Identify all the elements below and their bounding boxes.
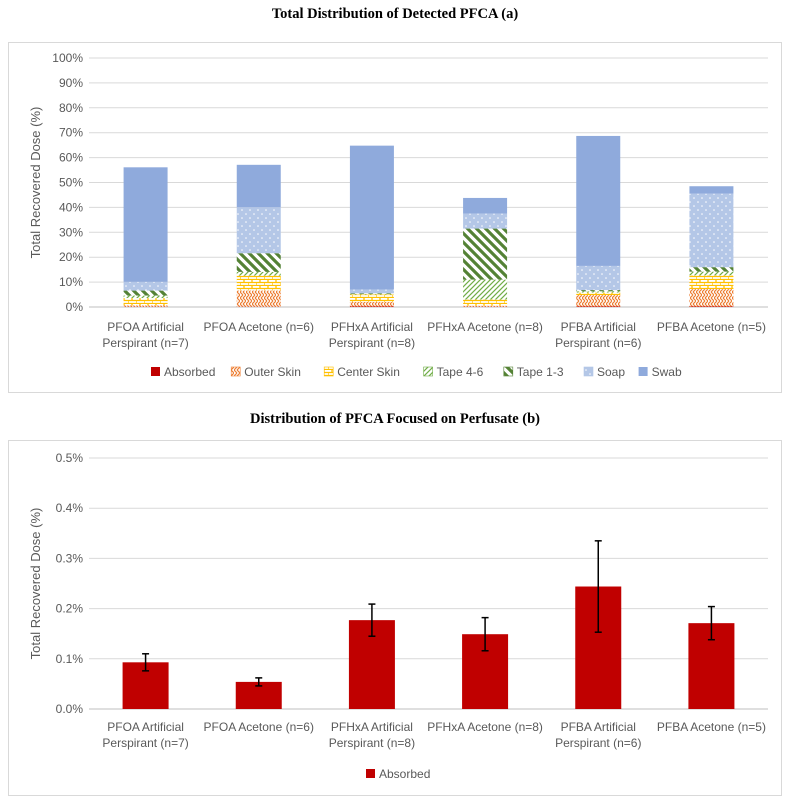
y-tick-label: 0.1% xyxy=(56,652,84,666)
legend-label: Tape 4-6 xyxy=(437,365,484,379)
x-category-label: PFHxA Artificial xyxy=(331,720,413,734)
chart-a: 0% 10% 20% 30% 40% 50% 60% 70% 80% 90% 100% Total R… xyxy=(8,42,782,393)
bar-tape-1-3 xyxy=(463,228,508,280)
y-tick-label: 80% xyxy=(59,101,83,115)
legend-swatch xyxy=(638,367,648,376)
legend-swatch xyxy=(230,366,241,377)
y-tick-label: 0% xyxy=(66,300,84,314)
legend-swatch xyxy=(323,366,334,377)
bar-soap xyxy=(123,281,168,291)
legend-label: Absorbed xyxy=(164,365,215,379)
y-tick-label: 0.0% xyxy=(56,702,84,716)
y-axis-title: Total Recovered Dose (%) xyxy=(28,508,43,660)
bar-tape-1-3 xyxy=(689,267,734,272)
bar-outer-skin xyxy=(349,302,394,307)
bar-tape-1-3 xyxy=(349,293,394,295)
y-tick-label: 90% xyxy=(59,76,83,90)
x-category-label: PFOA Artificial xyxy=(107,320,184,334)
legend-label: Outer Skin xyxy=(244,365,301,379)
legend-swatch xyxy=(423,366,433,377)
y-tick-label: 100% xyxy=(52,51,83,65)
chart-b: 0.0% 0.1% 0.2% 0.3% 0.4% 0.5% Total Recovered … xyxy=(8,440,782,796)
bar-swab xyxy=(689,186,734,194)
x-category-label: Perspirant (n=7) xyxy=(102,736,188,750)
chart-b-title: Distribution of PFCA Focused on Perfusat… xyxy=(250,411,540,427)
y-tick-label: 40% xyxy=(59,200,83,214)
x-category-label: PFHxA Acetone (n=8) xyxy=(427,320,543,334)
legend-swatch xyxy=(151,367,160,376)
y-axis-title: Total Recovered Dose (%) xyxy=(28,107,43,259)
legend-swatch xyxy=(583,366,594,377)
bar-soap xyxy=(689,193,734,268)
bar-center-skin xyxy=(123,298,168,306)
y-tick-label: 50% xyxy=(59,176,83,190)
bar-tape-1-3 xyxy=(236,253,281,272)
bar-tape-4-6 xyxy=(236,271,281,276)
y-tick-label: 60% xyxy=(59,151,83,165)
x-category-label: Perspirant (n=7) xyxy=(102,336,188,350)
bar-swab xyxy=(349,145,394,290)
bar-outer-skin xyxy=(236,290,281,307)
bar-center-skin xyxy=(349,294,394,303)
bar-outer-skin xyxy=(689,289,734,307)
bar-center-skin xyxy=(689,275,734,290)
bar-outer-skin xyxy=(123,305,168,307)
bar-center-skin xyxy=(576,292,621,296)
y-tick-label: 10% xyxy=(59,275,83,289)
chart-a-title: Total Distribution of Detected PFCA (a) xyxy=(271,6,519,22)
x-category-label: PFHxA Artificial xyxy=(331,320,413,334)
legend-label: Absorbed xyxy=(379,767,430,781)
bar-swab xyxy=(576,135,621,266)
legend-label: Tape 1-3 xyxy=(517,365,564,379)
bar-tape-4-6 xyxy=(576,291,621,293)
y-tick-label: 20% xyxy=(59,250,83,264)
x-category-label: Perspirant (n=8) xyxy=(329,736,415,750)
legend-swatch xyxy=(503,366,514,377)
legend-label: Swab xyxy=(652,365,682,379)
bar-center-skin xyxy=(236,275,281,291)
bar-tape-4-6 xyxy=(689,271,734,276)
bar-outer-skin xyxy=(576,295,621,307)
bar-outer-skin xyxy=(463,305,508,307)
bar-soap xyxy=(236,207,281,254)
x-category-label: Perspirant (n=6) xyxy=(555,736,641,750)
y-tick-label: 0.4% xyxy=(56,501,84,515)
legend-label: Center Skin xyxy=(337,365,400,379)
bar-tape-1-3 xyxy=(123,290,168,296)
x-category-label: Perspirant (n=8) xyxy=(329,336,415,350)
y-tick-label: 0.5% xyxy=(56,451,84,465)
x-category-label: PFBA Artificial xyxy=(561,720,636,734)
y-tick-label: 0.3% xyxy=(56,551,84,565)
x-category-label: PFBA Acetone (n=5) xyxy=(657,320,766,334)
legend-label: Soap xyxy=(597,365,625,379)
x-category-label: Perspirant (n=6) xyxy=(555,336,641,350)
bar-swab xyxy=(123,167,168,282)
x-category-label: PFOA Artificial xyxy=(107,720,184,734)
x-category-label: PFOA Acetone (n=6) xyxy=(204,320,314,334)
bar-tape-4-6 xyxy=(123,295,168,299)
x-category-label: PFBA Acetone (n=5) xyxy=(657,720,766,734)
y-tick-label: 30% xyxy=(59,225,83,239)
bar-soap xyxy=(463,213,508,229)
x-category-label: PFHxA Acetone (n=8) xyxy=(427,720,543,734)
bar-swab xyxy=(463,197,508,214)
bar-soap xyxy=(349,289,394,294)
bar-tape-4-6 xyxy=(463,279,508,300)
bar-soap xyxy=(576,265,621,291)
chart-frame xyxy=(8,440,782,796)
y-tick-label: 0.2% xyxy=(56,602,84,616)
legend-swatch xyxy=(366,769,375,778)
bar-center-skin xyxy=(463,299,508,306)
bar-swab xyxy=(236,164,281,208)
x-category-label: PFBA Artificial xyxy=(561,320,636,334)
x-category-label: PFOA Acetone (n=6) xyxy=(204,720,314,734)
y-tick-label: 70% xyxy=(59,126,83,140)
bar-tape-1-3 xyxy=(576,290,621,292)
